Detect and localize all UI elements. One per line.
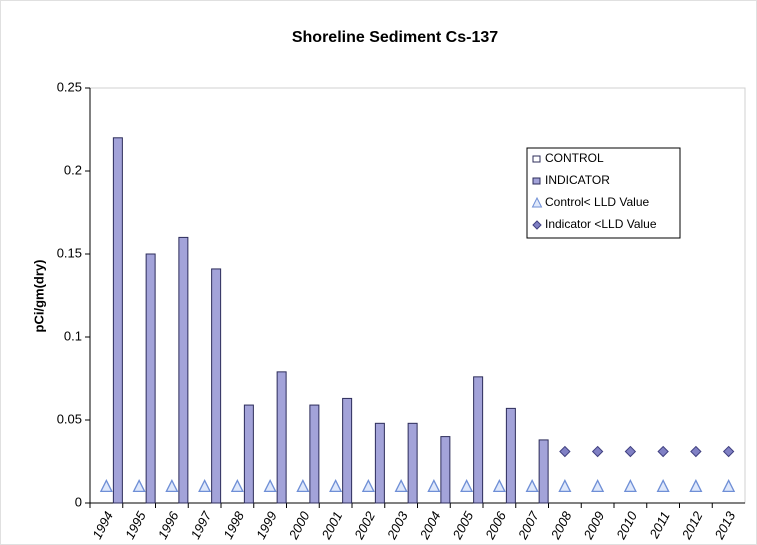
legend-swatch — [532, 220, 542, 230]
triangle-marker — [296, 478, 310, 493]
bar — [211, 268, 222, 504]
legend-swatch — [532, 177, 541, 185]
diamond-marker — [722, 445, 735, 458]
triangle-marker — [591, 478, 605, 493]
legend-swatch — [532, 155, 541, 163]
y-tick-label: 0.05 — [57, 411, 82, 426]
legend-label: INDICATOR — [545, 173, 610, 187]
chart-title: Shoreline Sediment Cs-137 — [292, 29, 498, 46]
bar — [112, 137, 123, 504]
legend-swatch — [531, 196, 543, 208]
legend-box — [526, 147, 681, 239]
diamond-marker — [690, 445, 702, 458]
bar — [505, 407, 516, 504]
diamond-marker — [591, 445, 604, 458]
triangle-marker — [558, 478, 572, 493]
legend-label: Indicator <LLD Value — [545, 217, 657, 231]
bar — [178, 236, 189, 504]
bar — [374, 422, 385, 504]
legend-label: Control< LLD Value — [545, 195, 650, 209]
y-tick-label: 0 — [75, 494, 82, 509]
bar — [309, 404, 320, 504]
triangle-marker — [394, 478, 408, 493]
triangle-marker — [329, 478, 343, 493]
triangle-marker — [427, 478, 441, 493]
bar — [538, 439, 549, 504]
bar — [440, 436, 451, 504]
y-axis-title: pCi/gm(dry) — [31, 260, 46, 333]
bar — [243, 404, 254, 504]
triangle-marker — [361, 478, 375, 493]
y-tick-label: 0.1 — [64, 328, 82, 343]
y-tick-label: 0.2 — [64, 162, 82, 177]
triangle-marker — [165, 478, 179, 493]
triangle-marker — [460, 478, 474, 493]
triangle-marker — [722, 478, 736, 493]
triangle-marker — [623, 478, 637, 493]
bar — [145, 253, 156, 504]
triangle-marker — [492, 478, 506, 493]
triangle-marker — [525, 478, 539, 493]
bar — [342, 397, 353, 504]
diamond-marker — [559, 445, 571, 458]
bar — [473, 376, 484, 504]
triangle-marker — [132, 478, 146, 493]
diamond-marker — [624, 445, 637, 458]
bar — [276, 371, 287, 504]
diamond-marker — [657, 445, 669, 458]
triangle-marker — [198, 478, 212, 493]
triangle-marker — [99, 478, 113, 493]
y-tick-label: 0.15 — [57, 245, 82, 260]
bar — [407, 422, 418, 504]
legend-label: CONTROL — [545, 151, 604, 165]
triangle-marker — [689, 478, 703, 493]
triangle-marker — [230, 478, 244, 493]
triangle-marker — [656, 478, 670, 493]
triangle-marker — [263, 478, 277, 493]
y-tick-label: 0.25 — [57, 79, 82, 94]
